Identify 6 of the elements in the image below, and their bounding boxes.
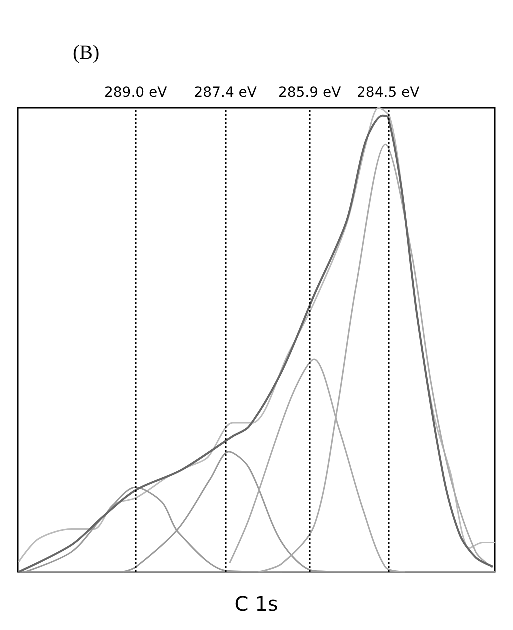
chart-title: (B): [73, 42, 100, 64]
x-axis-title: C 1s: [234, 592, 278, 616]
x-tick-label: 285.9 eV: [278, 85, 342, 101]
x-tick-label: 289.0 eV: [104, 85, 168, 101]
x-tick-label: 287.4 eV: [194, 85, 258, 101]
x-tick-label: 284.5 eV: [357, 85, 420, 101]
